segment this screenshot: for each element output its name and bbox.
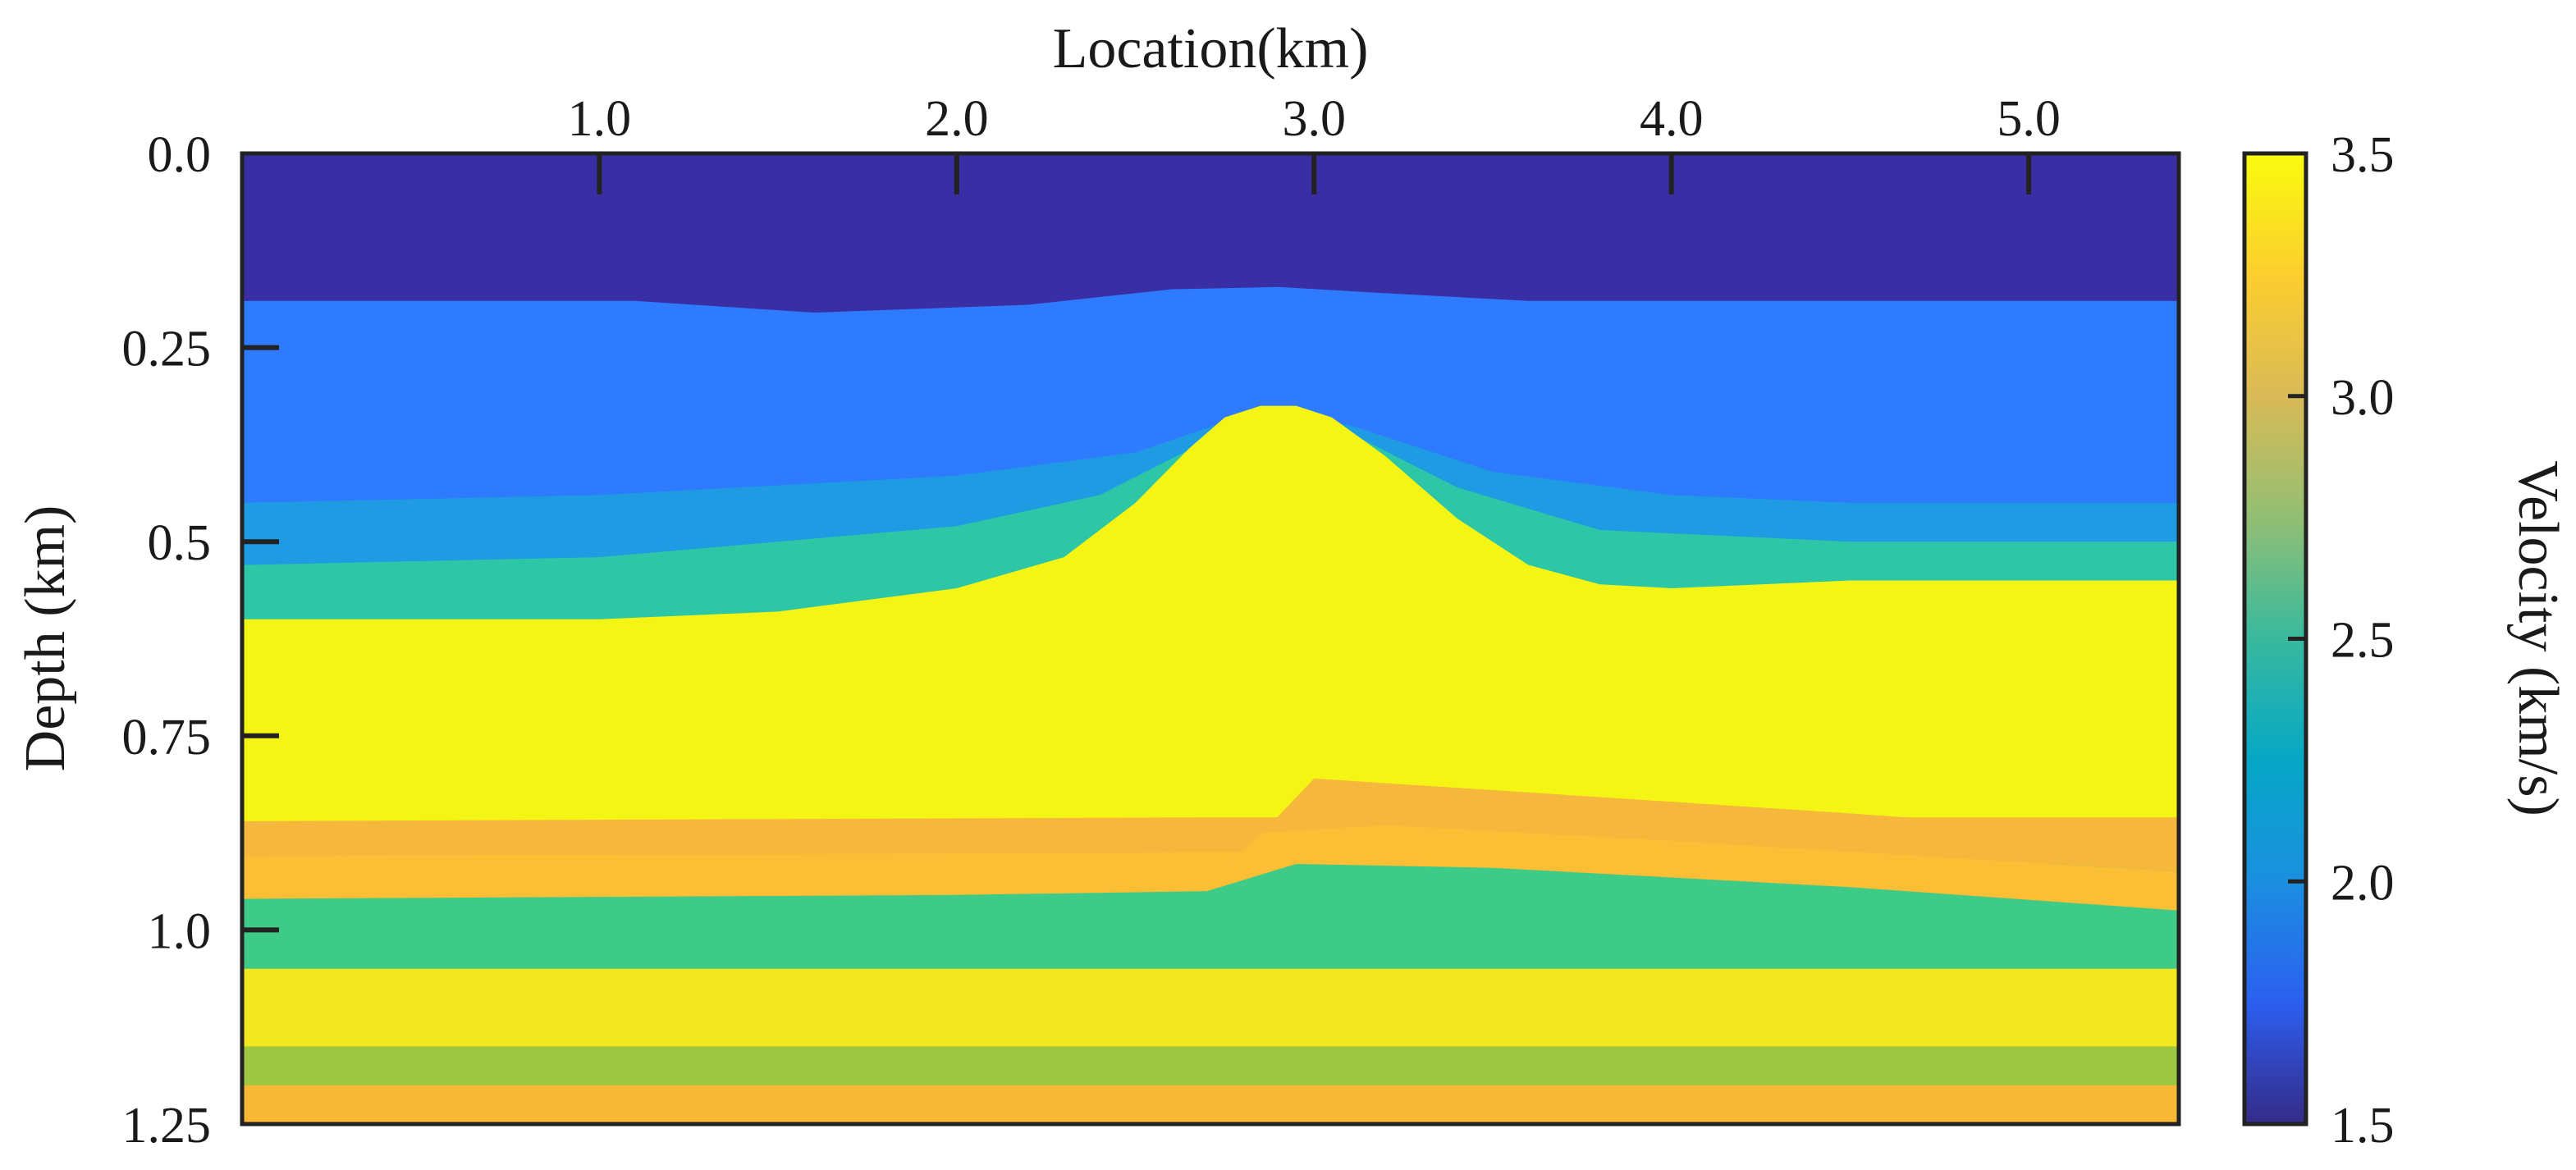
fault-block-upper (1206, 778, 2179, 892)
colorbar-tick-label: 2.0 (2331, 855, 2395, 911)
colorbar-tick-label: 1.5 (2331, 1098, 2395, 1154)
fault-block-lower (1206, 825, 2179, 911)
y-axis-ticks: 0.0 0.25 0.5 0.75 1.0 1.25 (122, 127, 279, 1154)
colorbar-ticks: 1.5 2.0 2.5 3.0 3.5 (2288, 127, 2395, 1154)
y-tick-label: 0.25 (122, 322, 212, 377)
x-tick-label: 2.0 (925, 91, 989, 147)
y-tick-label: 0.5 (148, 515, 212, 571)
x-tick-label: 1.0 (568, 91, 632, 147)
velocity-layers (242, 153, 2179, 1124)
colorbar-tick-label: 2.5 (2331, 613, 2395, 669)
x-tick-label: 4.0 (1640, 91, 1704, 147)
velocity-layer-11 (242, 1085, 2179, 1124)
colorbar-label: Velocity (km/s) (2506, 460, 2569, 816)
x-axis-label: Location(km) (1053, 17, 1369, 80)
y-tick-label: 0.75 (122, 710, 212, 766)
colorbar-tick-label: 3.5 (2331, 127, 2395, 183)
y-tick-label: 0.0 (148, 127, 212, 183)
y-axis-label: Depth (km) (14, 505, 77, 772)
y-tick-label: 1.0 (148, 903, 212, 959)
y-tick-label: 1.25 (122, 1098, 212, 1154)
x-axis-ticks: 1.0 2.0 3.0 4.0 5.0 (568, 91, 2061, 194)
colorbar-tick-label: 3.0 (2331, 370, 2395, 426)
x-tick-label: 5.0 (1997, 91, 2061, 147)
x-tick-label: 3.0 (1283, 91, 1347, 147)
plot-frame (240, 151, 2181, 1127)
